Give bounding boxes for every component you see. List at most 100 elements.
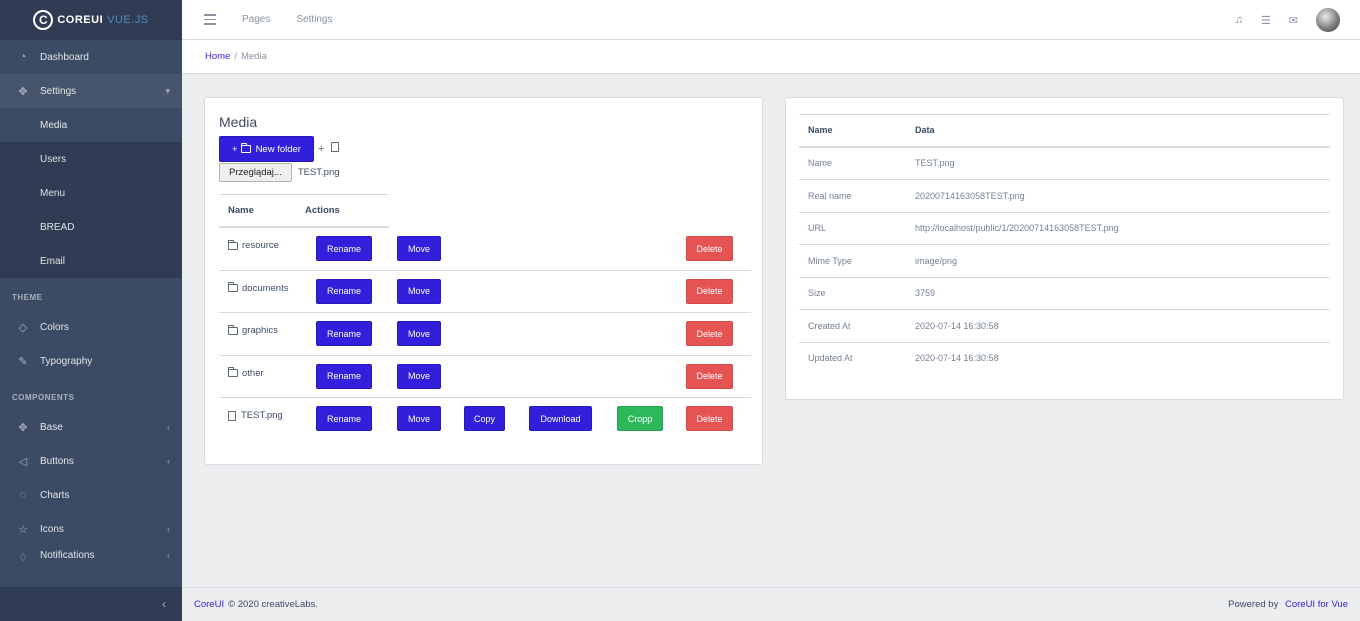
avatar[interactable] xyxy=(1316,8,1340,32)
column-header-data: Data xyxy=(915,125,935,136)
sidebar-item-label: Buttons xyxy=(40,455,74,467)
delete-button[interactable]: Delete xyxy=(686,236,733,261)
move-button[interactable]: Move xyxy=(397,406,441,431)
sidebar-item-colors[interactable]: ◇ Colors xyxy=(0,310,182,344)
table-row: Real name 20200714163058TEST.png xyxy=(799,179,1330,212)
browse-file-button[interactable]: Przeglądaj... xyxy=(219,163,292,182)
sidebar-item-label: Dashboard xyxy=(40,51,89,63)
delete-button[interactable]: Delete xyxy=(686,278,733,304)
table-row: other Rename Move Delete xyxy=(219,356,751,398)
delete-button[interactable]: Delete xyxy=(686,363,733,389)
footer-powered-by: Powered by CoreUI for Vue xyxy=(1228,599,1348,610)
sidebar-item-charts[interactable]: ◌ Charts xyxy=(0,478,182,512)
sidebar-item-bread[interactable]: BREAD xyxy=(0,210,182,244)
delete-button[interactable]: Delete xyxy=(686,321,733,346)
rename-button[interactable]: Rename xyxy=(316,236,372,261)
sidebar-item-email[interactable]: Email xyxy=(0,244,182,278)
sidebar-item-label: Colors xyxy=(40,321,69,333)
table-header: Name Data xyxy=(799,114,1330,147)
sidebar-item-base[interactable]: ✥ Base ‹ xyxy=(0,410,182,444)
detail-key: Name xyxy=(808,158,833,169)
file-icon xyxy=(330,142,339,152)
move-button[interactable]: Move xyxy=(397,278,441,304)
detail-value: 3759 xyxy=(915,288,936,299)
breadcrumb-separator: / xyxy=(234,51,237,62)
menu-toggle-icon[interactable] xyxy=(204,14,216,25)
brand-logo[interactable]: C COREUI VUE.JS xyxy=(0,0,182,40)
file-link-test-png[interactable]: TEST.png xyxy=(228,410,283,421)
sidebar-item-label: Settings xyxy=(40,85,77,97)
table-row: Mime Type image/png xyxy=(799,244,1330,277)
header-link-pages[interactable]: Pages xyxy=(242,14,271,25)
detail-key: Updated At xyxy=(808,353,853,364)
header-actions: ♫ ☰ ✉ xyxy=(1235,0,1340,40)
new-folder-button[interactable]: + New folder xyxy=(219,136,314,162)
sidebar-item-label: Typography xyxy=(40,355,93,367)
rename-button[interactable]: Rename xyxy=(316,321,372,346)
download-button[interactable]: Download xyxy=(529,406,592,431)
bell-icon[interactable]: ♫ xyxy=(1234,14,1243,26)
row-name: other xyxy=(242,367,264,379)
powered-by-text: Powered by xyxy=(1228,599,1279,610)
detail-value: image/png xyxy=(915,255,958,266)
sidebar-item-icons[interactable]: ☆ Icons ‹ xyxy=(0,512,182,546)
move-button[interactable]: Move xyxy=(397,236,441,261)
table-row: Created At 2020-07-14 16:30:58 xyxy=(799,309,1330,342)
sidebar-item-menu[interactable]: Menu xyxy=(0,176,182,210)
rename-button[interactable]: Rename xyxy=(316,278,372,304)
delete-button[interactable]: Delete xyxy=(686,406,733,431)
column-header-name: Name xyxy=(228,205,254,216)
table-row: graphics Rename Move Delete xyxy=(219,313,751,356)
speedometer-icon: ◔ xyxy=(19,51,27,63)
footer-brand-link[interactable]: CoreUI xyxy=(194,599,225,610)
chevron-left-icon: ‹ xyxy=(167,422,170,432)
sidebar-item-label: Charts xyxy=(40,489,70,501)
sidebar-item-label: Notifications xyxy=(40,550,95,561)
sidebar-item-label: Menu xyxy=(40,187,66,199)
file-details-card: Name Data Name TEST.png Real name 20200714… xyxy=(785,97,1344,400)
move-button[interactable]: Move xyxy=(397,321,441,346)
sidebar-item-users[interactable]: Users xyxy=(0,142,182,176)
sidebar-item-dashboard[interactable]: ◔ Dashboard xyxy=(0,40,182,74)
bell-icon: ♢ xyxy=(18,551,28,564)
sidebar-item-typography[interactable]: ✎ Typography xyxy=(0,344,182,378)
list-icon[interactable]: ☰ xyxy=(1260,14,1271,27)
folder-link-resource[interactable]: resource xyxy=(228,239,279,251)
nav-title-theme: THEME xyxy=(12,293,43,302)
copy-button[interactable]: Copy xyxy=(464,406,505,431)
chevron-left-icon: ‹ xyxy=(162,597,166,611)
move-button[interactable]: Move xyxy=(397,363,441,389)
footer-powered-link[interactable]: CoreUI for Vue xyxy=(1284,599,1348,610)
folder-link-other[interactable]: other xyxy=(228,367,264,379)
add-file-button[interactable]: + xyxy=(318,142,342,155)
file-details-table: Name Data Name TEST.png Real name 20200714… xyxy=(799,114,1330,374)
plus-icon: + xyxy=(232,143,238,155)
sidebar-item-settings[interactable]: ✥ Settings ▾ xyxy=(0,74,182,108)
rename-button[interactable]: Rename xyxy=(316,363,372,389)
media-card: Media + New folder + Przeglądaj... TEST.… xyxy=(204,97,763,465)
plus-icon: + xyxy=(318,143,325,155)
folder-link-graphics[interactable]: graphics xyxy=(228,324,278,336)
breadcrumb-home-link[interactable]: Home xyxy=(205,51,231,62)
file-input: Przeglądaj... TEST.png xyxy=(219,163,340,182)
sidebar-item-buttons[interactable]: ◁ Buttons ‹ xyxy=(0,444,182,478)
sidebar-item-media[interactable]: Media xyxy=(0,108,182,142)
folder-icon xyxy=(228,239,238,250)
sidebar-item-label: Icons xyxy=(40,523,64,535)
breadcrumb-current: Media xyxy=(240,51,267,62)
detail-value: http://localhost/public/1/20200714163058… xyxy=(915,223,1119,234)
cropp-button[interactable]: Cropp xyxy=(617,406,663,431)
header-link-settings[interactable]: Settings xyxy=(296,14,333,25)
chart-pie-icon: ◌ xyxy=(19,489,27,501)
page-title: Media xyxy=(219,114,258,130)
rename-button[interactable]: Rename xyxy=(316,406,372,431)
detail-value: 2020-07-14 16:30:58 xyxy=(915,353,999,364)
folder-link-documents[interactable]: documents xyxy=(228,282,288,294)
star-icon: ☆ xyxy=(18,523,28,536)
table-row: documents Rename Move Delete xyxy=(219,271,751,313)
envelope-icon[interactable]: ✉ xyxy=(1288,14,1298,27)
sidebar-item-notifications[interactable]: ♢ Notifications ‹ xyxy=(0,546,182,568)
detail-value: 20200714163058TEST.png xyxy=(915,190,1025,201)
pencil-icon: ✎ xyxy=(18,355,28,368)
sidebar-minimizer-button[interactable]: ‹ xyxy=(0,587,182,621)
